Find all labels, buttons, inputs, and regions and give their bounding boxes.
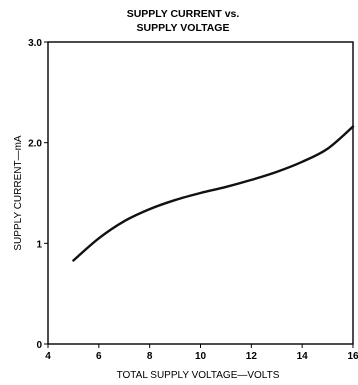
x-tick-label-0: 4 xyxy=(45,351,51,362)
y-axis-ticks: 0 1 2.0 3.0 xyxy=(28,38,48,351)
chart-title-line-2: SUPPLY VOLTAGE xyxy=(137,22,230,34)
x-tick-label-4: 12 xyxy=(246,351,258,362)
y-tick-label-3: 3.0 xyxy=(28,38,42,49)
y-axis-label: SUPPLY CURRENT—mA xyxy=(13,135,24,251)
series-layer xyxy=(72,125,355,262)
y-tick-label-2: 2.0 xyxy=(28,139,42,150)
x-tick-label-3: 10 xyxy=(195,351,207,362)
y-tick-label-0: 0 xyxy=(36,340,42,351)
x-axis-ticks: 4 6 8 10 12 14 16 xyxy=(45,344,358,362)
y-tick-label-1: 1 xyxy=(36,239,42,250)
chart-title-line-1: SUPPLY CURRENT vs. xyxy=(127,8,240,20)
x-tick-label-6: 16 xyxy=(347,351,358,362)
x-tick-label-5: 14 xyxy=(297,351,309,362)
x-tick-label-2: 8 xyxy=(147,351,153,362)
x-tick-label-1: 6 xyxy=(96,351,102,362)
x-axis-label: TOTAL SUPPLY VOLTAGE—VOLTS xyxy=(117,370,280,381)
series-line-0 xyxy=(72,125,355,262)
